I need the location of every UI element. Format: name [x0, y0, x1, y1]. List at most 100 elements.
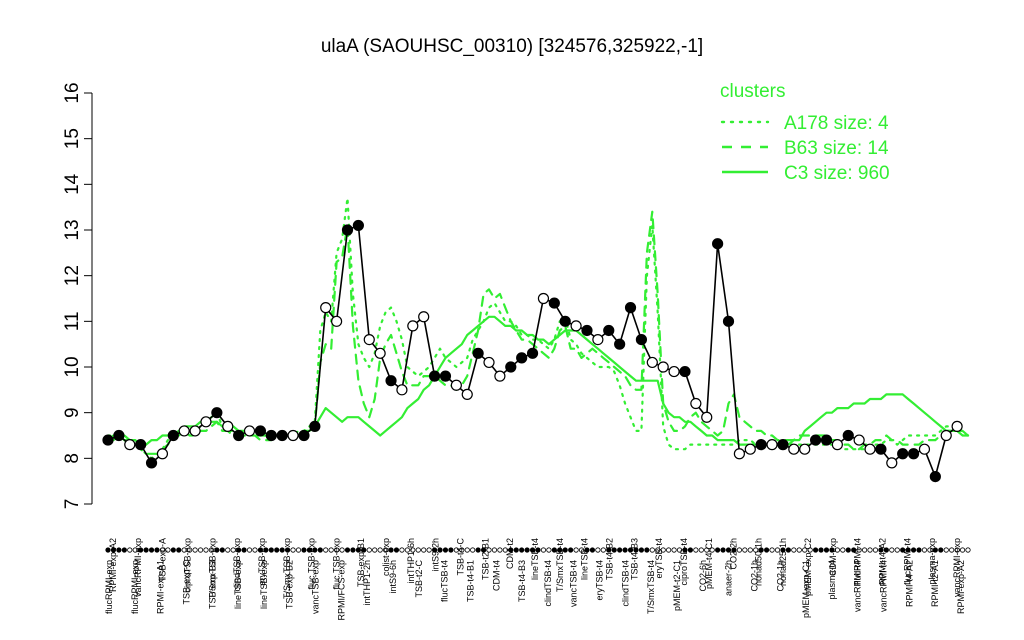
rug-mark	[148, 547, 155, 553]
x-tick-label: T/SmxTSB-t4	[646, 560, 656, 614]
rug-mark	[676, 547, 683, 553]
rug-mark	[138, 547, 144, 553]
data-point	[614, 338, 626, 350]
rug-mark	[295, 547, 302, 553]
x-tick-label: nonad25-1h	[778, 538, 788, 586]
rug-mark	[867, 547, 873, 553]
rug-mark	[116, 547, 122, 553]
rug-mark	[448, 547, 454, 553]
rug-mark	[127, 547, 133, 553]
x-tick-label: TSB-exp-B2	[285, 560, 295, 609]
rug-mark	[241, 547, 247, 553]
rug-mark	[132, 547, 138, 553]
series-line-solid	[106, 315, 970, 446]
data-point	[135, 439, 147, 451]
rug-mark	[535, 547, 541, 553]
rug-mark	[617, 547, 623, 553]
x-tick-label: RPMI-exp-A2	[956, 560, 966, 614]
x-tick-label: intTHP1-6h	[406, 538, 416, 584]
rug-mark	[693, 547, 699, 553]
rug-mark	[143, 547, 149, 553]
x-tick-label: fluc.TSB-exp	[307, 538, 317, 590]
rug-mark	[366, 547, 372, 553]
rug-mark	[551, 547, 557, 553]
rug-mark	[840, 547, 846, 553]
data-point	[603, 324, 615, 337]
rug-mark	[872, 547, 879, 553]
rug-mark	[802, 547, 808, 553]
y-ticks: 7 8 9 10 11 12 13 14 15 16	[62, 82, 92, 509]
data-point	[265, 429, 277, 442]
rug-mark	[540, 547, 547, 553]
x-tick-label: CO2-6h	[698, 560, 708, 592]
x-tick-label: TSB-t4-B3	[629, 538, 639, 580]
y-tick-label: 9	[62, 407, 83, 418]
rug-mark	[290, 547, 296, 553]
data-point	[918, 443, 931, 455]
x-tick-label: RPMI-t4-A2	[904, 560, 914, 607]
rug-mark	[954, 547, 960, 553]
x-tick-label: lineTSB-t4	[530, 538, 540, 580]
rug-mark	[731, 547, 737, 553]
rug-mark	[611, 547, 617, 553]
data-point	[777, 439, 789, 451]
rug-mark	[410, 547, 416, 553]
data-point	[472, 347, 484, 359]
x-tick-label: anaer-2h	[724, 560, 734, 596]
x-tick-label: vancTSB-exp	[311, 560, 321, 614]
x-tick-label: colist-exp	[381, 538, 391, 576]
rug-mark	[742, 547, 748, 553]
rug-mark	[312, 547, 318, 553]
data-point	[537, 292, 550, 305]
rug-mark	[154, 547, 160, 553]
x-tick-label: CDM-t2	[505, 538, 515, 569]
data-point	[766, 439, 778, 451]
data-point	[951, 420, 963, 432]
rug-mark	[823, 547, 830, 553]
y-tick-label: 7	[62, 499, 83, 510]
rug-mark	[246, 547, 253, 553]
rug-mark	[382, 547, 389, 553]
rug-mark	[399, 547, 405, 553]
legend: clusters A178 size: 4 B63 size: 14 C3 si…	[720, 81, 890, 184]
x-tick-label: TSB-t2-B1	[480, 538, 490, 580]
x-tick-label: T/SmxTSB-t4	[555, 538, 565, 592]
data-point	[363, 334, 375, 346]
rug-mark	[927, 547, 933, 553]
data-point	[233, 429, 245, 442]
rug-mark	[900, 547, 906, 553]
data-point	[439, 370, 452, 382]
rug-mark	[921, 547, 928, 553]
rug-mark	[606, 547, 612, 553]
rug-mark	[524, 547, 530, 553]
rug-mark	[774, 547, 781, 553]
data-point	[679, 365, 691, 378]
y-tick-label: 10	[62, 356, 83, 377]
rug-mark	[344, 547, 351, 553]
data-point	[581, 324, 593, 337]
rug-mark	[219, 547, 225, 553]
rug-mark	[519, 547, 525, 553]
x-tick-label: lineTSB-t4	[580, 538, 590, 580]
rug-mark	[753, 547, 759, 553]
rug-mark	[415, 547, 421, 553]
data-point	[287, 429, 299, 442]
rug-mark	[943, 547, 949, 553]
rug-mark	[856, 547, 862, 553]
rug-mark	[709, 547, 715, 553]
data-point	[494, 370, 506, 382]
rug-mark	[649, 547, 655, 553]
x-tick-label: eryTSB-t4	[654, 538, 664, 579]
x-tick-label: eryTSB-t4	[595, 560, 605, 601]
rug-mark	[437, 547, 443, 553]
legend-label-b63: B63 size: 14	[784, 138, 889, 159]
rug-mark	[916, 547, 922, 553]
rug-mark	[491, 547, 498, 553]
rug-mark	[568, 547, 574, 553]
data-point	[733, 448, 745, 460]
data-point	[624, 302, 637, 314]
rug-layer	[105, 547, 971, 553]
rug-mark	[274, 547, 280, 553]
data-point	[450, 379, 462, 391]
rug-mark	[758, 547, 764, 553]
